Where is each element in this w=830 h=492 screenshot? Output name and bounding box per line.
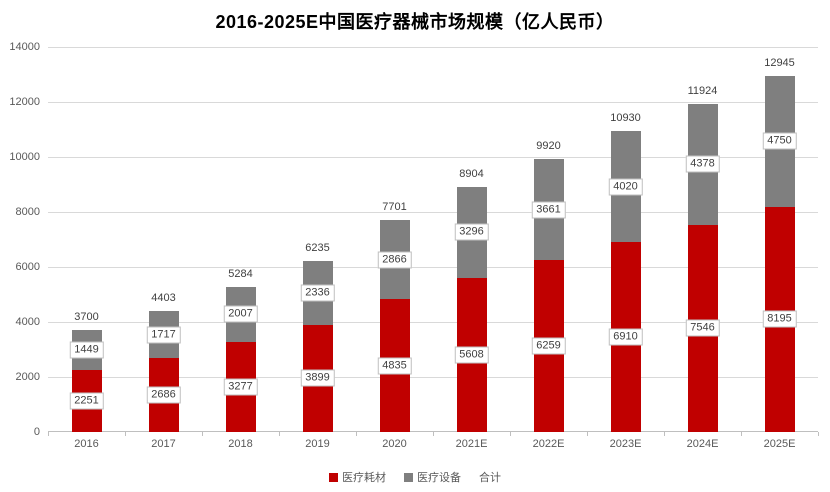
x-tick-label: 2024E [686, 438, 719, 450]
gridline [48, 377, 818, 378]
x-tick-label: 2016 [74, 438, 99, 450]
consumables-value-label: 6910 [608, 328, 643, 346]
x-tick-mark [48, 432, 49, 436]
gridline [48, 212, 818, 213]
consumables-value-label: 8195 [762, 310, 797, 328]
consumables-value-label: 3277 [223, 378, 258, 396]
equipment-value-label: 2336 [300, 284, 335, 302]
y-tick-label: 12000 [9, 96, 40, 108]
equipment-value-label: 4020 [608, 178, 643, 196]
gridline [48, 267, 818, 268]
x-tick-mark [664, 432, 665, 436]
total-value-label: 7701 [382, 201, 407, 214]
consumables-value-label: 4835 [377, 357, 412, 375]
x-tick-mark [818, 432, 819, 436]
plot-area: 2251 1449 3700 2686 1717 4403 3277 2007 5284 3899… [48, 47, 819, 436]
consumables-value-label: 7546 [685, 319, 720, 337]
y-tick-label: 2000 [15, 371, 40, 383]
legend-label: 合计 [479, 472, 501, 484]
total-value-label: 5284 [228, 267, 253, 280]
total-value-label: 9920 [536, 140, 561, 153]
chart-title: 2016-2025E中国医疗器械市场规模（亿人民币） [215, 12, 615, 32]
y-tick-label: 8000 [15, 206, 40, 218]
x-tick-label: 2022E [532, 438, 565, 450]
legend-swatch-icon [404, 472, 413, 482]
consumables-value-label: 2251 [69, 392, 104, 410]
gridline [48, 47, 818, 48]
total-value-label: 3700 [74, 311, 99, 324]
x-tick-label: 2023E [609, 438, 642, 450]
legend-item: 合计 [479, 469, 501, 485]
equipment-value-label: 3661 [531, 201, 566, 219]
equipment-value-label: 3296 [454, 223, 489, 241]
gridline [48, 322, 818, 323]
consumables-value-label: 2686 [146, 386, 181, 404]
total-value-label: 4403 [151, 291, 176, 304]
consumables-value-label: 5608 [454, 346, 489, 364]
y-tick-label: 4000 [15, 316, 40, 328]
equipment-value-label: 1449 [69, 341, 104, 359]
y-tick-label: 6000 [15, 261, 40, 273]
x-tick-mark [202, 432, 203, 436]
consumables-value-label: 6259 [531, 337, 566, 355]
equipment-value-label: 2866 [377, 251, 412, 269]
x-tick-label: 2018 [228, 438, 253, 450]
x-tick-label: 2020 [382, 438, 407, 450]
x-tick-mark [125, 432, 126, 436]
x-tick-mark [279, 432, 280, 436]
legend-label: 医疗设备 [417, 472, 461, 484]
legend-item: 医疗耗材 [329, 469, 386, 485]
equipment-value-label: 4378 [685, 155, 720, 173]
total-value-label: 10930 [610, 112, 641, 125]
x-tick-mark [741, 432, 742, 436]
total-value-label: 8904 [459, 168, 484, 181]
legend: 医疗耗材 医疗设备 合计 [0, 469, 830, 485]
legend-item: 医疗设备 [404, 469, 461, 485]
x-tick-label: 2025E [763, 438, 796, 450]
equipment-value-label: 2007 [223, 305, 258, 323]
x-tick-mark [510, 432, 511, 436]
x-tick-label: 2017 [151, 438, 176, 450]
total-value-label: 11924 [687, 85, 718, 98]
legend-swatch-icon [329, 472, 338, 482]
y-tick-label: 10000 [9, 151, 40, 163]
x-axis-line [48, 431, 818, 432]
x-axis: 2016 2017 2018 2019 2020 2021E 2022E 2023E 2024E… [48, 438, 818, 454]
x-tick-mark [356, 432, 357, 436]
x-tick-label: 2019 [305, 438, 330, 450]
x-tick-label: 2021E [455, 438, 488, 450]
x-tick-mark [433, 432, 434, 436]
y-tick-label: 14000 [9, 41, 40, 53]
y-tick-label: 0 [33, 426, 40, 438]
gridline [48, 157, 818, 158]
gridline [48, 102, 818, 103]
equipment-value-label: 1717 [146, 326, 181, 344]
total-value-label: 6235 [305, 241, 330, 254]
equipment-value-label: 4750 [762, 132, 797, 150]
legend-label: 医疗耗材 [342, 472, 386, 484]
total-value-label: 12945 [764, 57, 795, 70]
x-tick-mark [587, 432, 588, 436]
y-axis: 0 2000 4000 6000 8000 10000 12000 14000 [0, 41, 40, 438]
consumables-value-label: 3899 [300, 369, 335, 387]
